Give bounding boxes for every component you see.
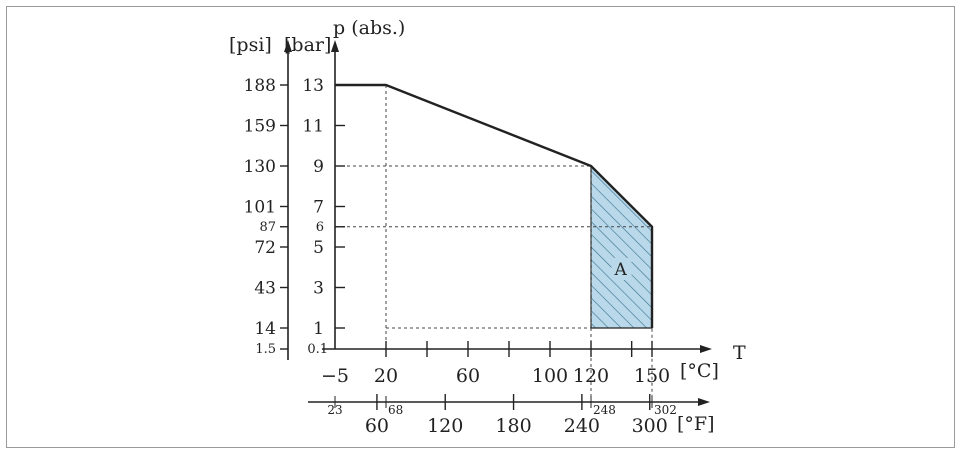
fahrenheit-tick-label: 120 <box>427 415 463 437</box>
bar-tick-label: 3 <box>313 279 324 299</box>
psi-tick-label: 1.5 <box>255 342 276 357</box>
psi-tick-label: 159 <box>244 117 276 137</box>
psi-axis-arrow <box>284 40 292 52</box>
psi-tick-label: 14 <box>254 319 276 339</box>
x-axis-label: T <box>733 342 746 364</box>
fahrenheit-tick-label: 60 <box>365 415 389 437</box>
bar-tick-label: 1 <box>313 319 324 339</box>
fahrenheit-minor-label: 302 <box>654 403 677 417</box>
region-a-hatched <box>590 164 653 329</box>
bar-tick-label: 7 <box>313 198 324 218</box>
fahrenheit-tick-label: 300 <box>632 415 668 437</box>
psi-tick-label: 43 <box>254 279 276 299</box>
celsius-tick-label: 150 <box>634 365 670 387</box>
psi-tick-label: 101 <box>244 198 276 218</box>
fahrenheit-minor-label: 68 <box>388 403 403 417</box>
celsius-tick-label: 20 <box>374 365 398 387</box>
fahrenheit-axis-arrow <box>698 398 710 406</box>
psi-tick-label: 188 <box>244 76 276 96</box>
bar-tick-label: 9 <box>313 157 324 177</box>
fahrenheit-tick-label: 180 <box>495 415 531 437</box>
celsius-tick-label: 60 <box>456 365 480 387</box>
region-a-label-bg <box>611 258 632 280</box>
bar-tick-label: 6 <box>316 220 324 235</box>
celsius-axis-arrow <box>700 345 712 353</box>
psi-tick-label: 87 <box>259 220 276 235</box>
bar-tick-label: 13 <box>302 76 324 96</box>
bar-tick-label: 11 <box>302 117 324 137</box>
bar-tick-label: 0.1 <box>307 342 328 357</box>
bar-unit-label: [bar] <box>284 34 331 56</box>
psi-tick-label: 130 <box>244 157 276 177</box>
y-axis-label: p (abs.) <box>333 17 405 39</box>
celsius-tick-label: 120 <box>573 365 609 387</box>
fahrenheit-unit-label: [°F] <box>677 413 715 435</box>
bar-tick-label: 5 <box>313 238 324 258</box>
psi-tick-label: 72 <box>254 238 276 258</box>
pressure-curve <box>335 83 654 328</box>
region-a-label: A <box>614 260 628 280</box>
celsius-tick-label: 100 <box>532 365 568 387</box>
bar-axis-arrow <box>331 40 339 52</box>
fahrenheit-minor-label: 23 <box>327 403 342 417</box>
celsius-unit-label: [°C] <box>680 360 719 382</box>
fahrenheit-minor-label: 248 <box>593 403 616 417</box>
psi-unit-label: [psi] <box>229 34 272 56</box>
celsius-tick-label: −5 <box>321 365 349 387</box>
fahrenheit-tick-label: 240 <box>564 415 600 437</box>
